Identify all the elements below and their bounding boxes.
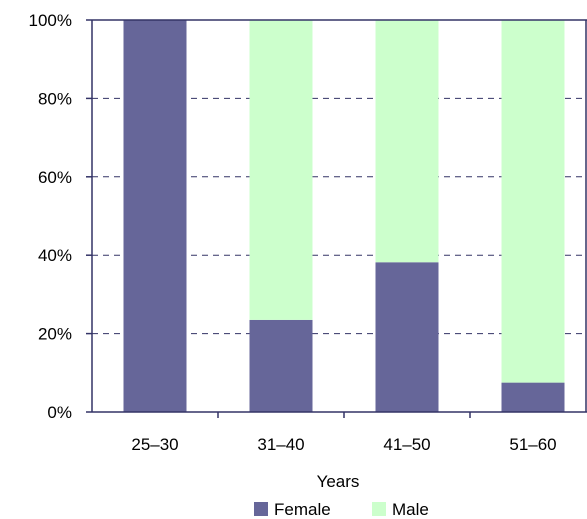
bar-male-1: [249, 20, 313, 320]
bar-female-2: [375, 262, 439, 412]
y-tick-label: 40%: [38, 246, 72, 265]
x-axis-ticks: 25–30 31–40 41–50 51–60: [131, 412, 557, 454]
y-tick-label: 0%: [47, 403, 72, 422]
y-tick-label: 20%: [38, 325, 72, 344]
legend-swatch-male: [372, 502, 386, 516]
bars: [123, 20, 565, 412]
y-tick-label: 80%: [38, 89, 72, 108]
legend-label-male: Male: [392, 500, 429, 519]
x-tick-label: 51–60: [509, 435, 556, 454]
x-tick-label: 31–40: [257, 435, 304, 454]
bar-male-3: [501, 20, 565, 383]
bar-male-2: [375, 20, 439, 263]
legend-swatch-female: [254, 502, 268, 516]
bar-female-1: [249, 319, 313, 412]
x-tick-label: 41–50: [383, 435, 430, 454]
legend-label-female: Female: [274, 500, 331, 519]
plot-frame: [91, 19, 587, 413]
y-tick-label: 100%: [29, 11, 72, 30]
x-tick-label: 25–30: [131, 435, 178, 454]
bar-female-0: [123, 20, 187, 412]
x-axis-title: Years: [317, 472, 360, 491]
bar-female-3: [501, 382, 565, 412]
legend: Female Male: [254, 500, 429, 519]
y-axis-ticks: 0% 20% 40% 60% 80% 100%: [29, 11, 92, 422]
y-tick-label: 60%: [38, 168, 72, 187]
